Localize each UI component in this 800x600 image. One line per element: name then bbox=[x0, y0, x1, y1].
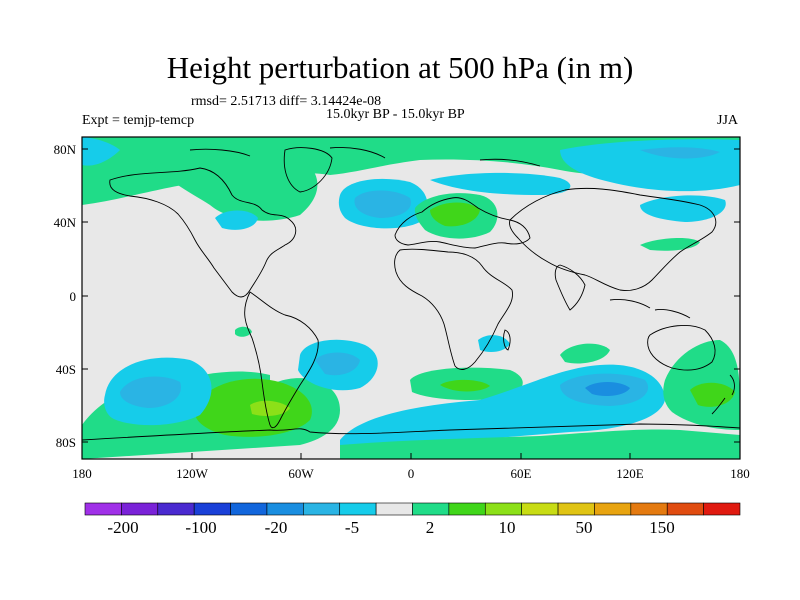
coastline-indonesia bbox=[609, 299, 691, 319]
colorbar-box-4 bbox=[230, 502, 268, 516]
colorbar-box-6 bbox=[303, 502, 341, 516]
colorbar-label-150: 150 bbox=[649, 518, 675, 537]
lon-label-180-east: 180 bbox=[730, 466, 750, 481]
lat-label-40n: 40N bbox=[54, 215, 77, 230]
colorbar-box-9 bbox=[412, 502, 450, 516]
colorbar-box-17 bbox=[703, 502, 741, 516]
contour-fields bbox=[82, 137, 740, 459]
contour-antarctic-green bbox=[340, 429, 740, 459]
coastline-asia bbox=[509, 187, 717, 291]
contour-madagascar-blue bbox=[478, 335, 510, 352]
colorbar-box-12 bbox=[521, 502, 559, 516]
lon-label-60e: 60E bbox=[511, 466, 532, 481]
lat-label-40s: 40S bbox=[56, 362, 76, 377]
contour-atlantic-low-core bbox=[354, 190, 411, 218]
contour-australia-green-core bbox=[690, 382, 735, 407]
contour-spac-low-core bbox=[120, 376, 181, 408]
contour-indian-low-deep bbox=[585, 382, 630, 396]
lat-label-80n: 80N bbox=[54, 142, 77, 157]
lon-ticks bbox=[81, 453, 741, 459]
colorbar-box-11 bbox=[484, 502, 522, 516]
colorbar-box-13 bbox=[557, 502, 595, 516]
coastline-antarctica bbox=[82, 423, 740, 441]
experiment-label: Expt = temjp-temcp bbox=[82, 113, 195, 128]
colorbar-box-10 bbox=[448, 502, 486, 516]
colorbar-box-16 bbox=[666, 502, 704, 516]
colorbar-label-neg200: -200 bbox=[107, 518, 138, 537]
coastline-india bbox=[554, 264, 586, 311]
contour-indian-green bbox=[560, 343, 610, 364]
coastline-south-america bbox=[244, 291, 319, 429]
colorbar-label-2: 2 bbox=[426, 518, 435, 537]
lat-ticks bbox=[82, 148, 740, 443]
lon-label-0: 0 bbox=[408, 466, 415, 481]
colorbar-box-0 bbox=[84, 502, 122, 516]
colorbar-box-3 bbox=[193, 502, 231, 516]
colorbar-label-neg5: -5 bbox=[345, 518, 359, 537]
contour-pacific-green-small bbox=[235, 326, 252, 337]
colorbar-box-14 bbox=[594, 502, 632, 516]
coastline-arctic-islands bbox=[189, 147, 541, 167]
colorbar-label-10: 10 bbox=[499, 518, 516, 537]
lon-label-180-west: 180 bbox=[72, 466, 92, 481]
coastline-madagascar bbox=[503, 329, 511, 351]
coastline-greenland bbox=[283, 147, 333, 193]
contour-spac-high-core bbox=[250, 400, 290, 416]
contour-npac-blue-2 bbox=[640, 195, 726, 222]
colorbar-box-5 bbox=[266, 502, 304, 516]
contour-satl-low-core bbox=[315, 352, 360, 376]
coastline-new-zealand bbox=[711, 374, 735, 415]
period-label: 15.0kyr BP - 15.0kyr BP bbox=[326, 107, 465, 122]
coastline-north-america bbox=[109, 167, 297, 298]
season-label: JJA bbox=[717, 113, 739, 128]
colorbar bbox=[84, 502, 741, 516]
lon-label-60w: 60W bbox=[288, 466, 314, 481]
colorbar-label-50: 50 bbox=[576, 518, 593, 537]
colorbar-box-1 bbox=[121, 502, 159, 516]
coastline-europe bbox=[394, 197, 531, 249]
contour-europe-high-core bbox=[430, 202, 480, 227]
contour-arctic-blue-west bbox=[82, 137, 120, 166]
colorbar-label-neg100: -100 bbox=[185, 518, 216, 537]
contour-npac-blue-1 bbox=[215, 210, 258, 230]
rmsd-stats: rmsd= 2.51713 diff= 3.14424e-08 bbox=[191, 94, 382, 109]
contour-south-africa-green-core bbox=[440, 379, 490, 392]
contour-arctic-blue-east-core bbox=[640, 147, 720, 159]
lon-label-120e: 120E bbox=[616, 466, 644, 481]
coastlines bbox=[82, 147, 740, 441]
contour-greenland-green bbox=[140, 145, 318, 221]
contour-npac-green bbox=[640, 238, 700, 251]
colorbar-box-8 bbox=[375, 502, 413, 516]
chart-title: Height perturbation at 500 hPa (in m) bbox=[166, 50, 634, 85]
lat-label-0: 0 bbox=[70, 289, 77, 304]
contour-asia-blue bbox=[430, 172, 571, 195]
colorbar-label-neg20: -20 bbox=[265, 518, 288, 537]
lon-label-120w: 120W bbox=[176, 466, 209, 481]
colorbar-box-15 bbox=[630, 502, 668, 516]
coastline-australia bbox=[647, 324, 716, 371]
colorbar-box-7 bbox=[339, 502, 377, 516]
coastline-africa bbox=[394, 248, 513, 370]
colorbar-box-2 bbox=[157, 502, 195, 516]
lat-label-80s: 80S bbox=[56, 435, 76, 450]
